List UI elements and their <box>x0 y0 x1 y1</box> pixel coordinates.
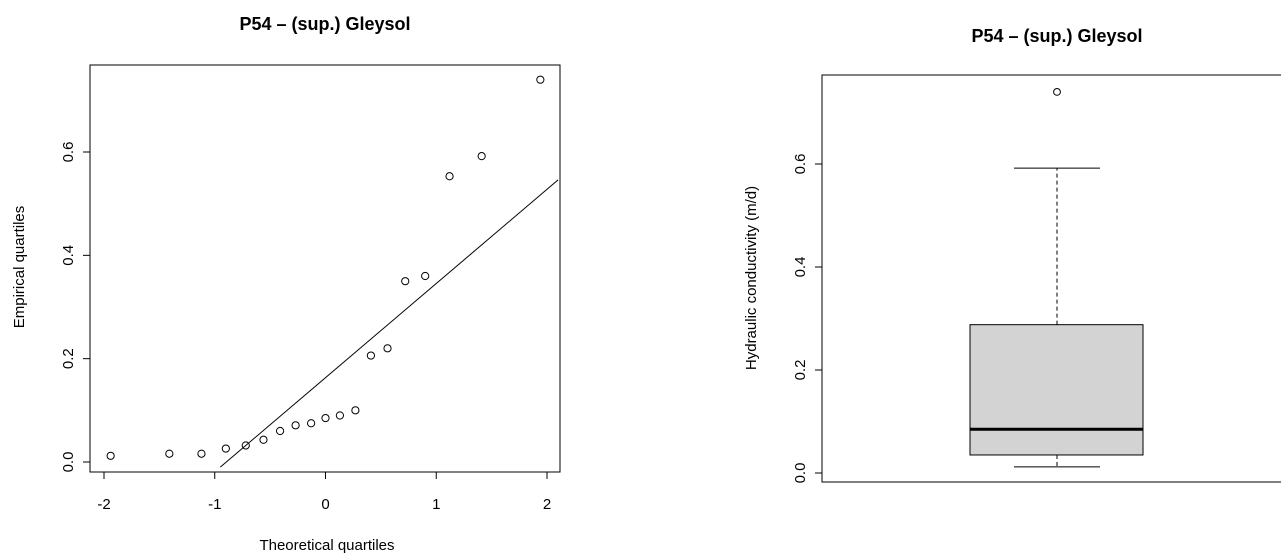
qq-point <box>221 444 230 453</box>
box-title: P54 – (sup.) Gleysol <box>971 26 1142 46</box>
qq-point <box>241 441 250 450</box>
qq-x-tick-label: 2 <box>543 496 551 513</box>
boxplot <box>969 88 1144 468</box>
qq-point <box>335 411 344 420</box>
qq-point <box>445 172 454 181</box>
qq-plot-frame <box>89 64 561 473</box>
qq-point <box>477 152 486 161</box>
qq-x-axis: -2 -1 0 1 2 <box>97 471 551 513</box>
qq-y-tick-label: 0.0 <box>60 452 77 473</box>
box-y-tick-label: 0.2 <box>792 360 809 381</box>
qq-point <box>421 271 430 281</box>
qq-points <box>106 75 545 460</box>
qq-point <box>165 449 174 458</box>
qq-point <box>291 421 300 430</box>
outlier-point <box>1053 88 1061 96</box>
qq-point <box>536 75 545 84</box>
qq-reference-line <box>219 179 559 468</box>
box-y-label: Hydraulic conductivity (m/d) <box>743 186 760 370</box>
box-y-axis: 0.0 0.2 0.4 0.6 <box>792 154 823 484</box>
qq-point <box>259 435 268 444</box>
qq-x-label: Theoretical quartiles <box>259 537 394 553</box>
qq-point <box>401 277 410 286</box>
qq-y-tick-label: 0.2 <box>60 348 77 369</box>
qq-y-tick-label: 0.6 <box>60 142 77 163</box>
qq-point <box>321 413 330 423</box>
qq-x-tick-label: -1 <box>208 496 221 513</box>
qq-point <box>307 419 316 428</box>
qq-point <box>197 449 206 458</box>
qq-point <box>275 426 285 436</box>
interquartile-box <box>969 324 1144 456</box>
qq-x-tick-label: 0 <box>321 496 329 513</box>
box-y-tick-label: 0.6 <box>792 154 809 175</box>
qq-x-tick-label: 1 <box>432 496 440 513</box>
qq-point <box>383 344 392 353</box>
qq-point <box>366 351 376 360</box>
qq-title: P54 – (sup.) Gleysol <box>239 14 410 34</box>
qq-x-tick-label: -2 <box>97 496 110 513</box>
box-y-tick-label: 0.4 <box>792 257 809 278</box>
qq-point <box>351 406 360 415</box>
qq-point <box>106 451 115 460</box>
qq-y-axis: 0.0 0.2 0.4 0.6 <box>60 142 91 473</box>
box-y-tick-label: 0.0 <box>792 463 809 484</box>
qq-y-tick-label: 0.4 <box>60 245 77 266</box>
qq-y-label: Empirical quartiles <box>11 206 28 329</box>
